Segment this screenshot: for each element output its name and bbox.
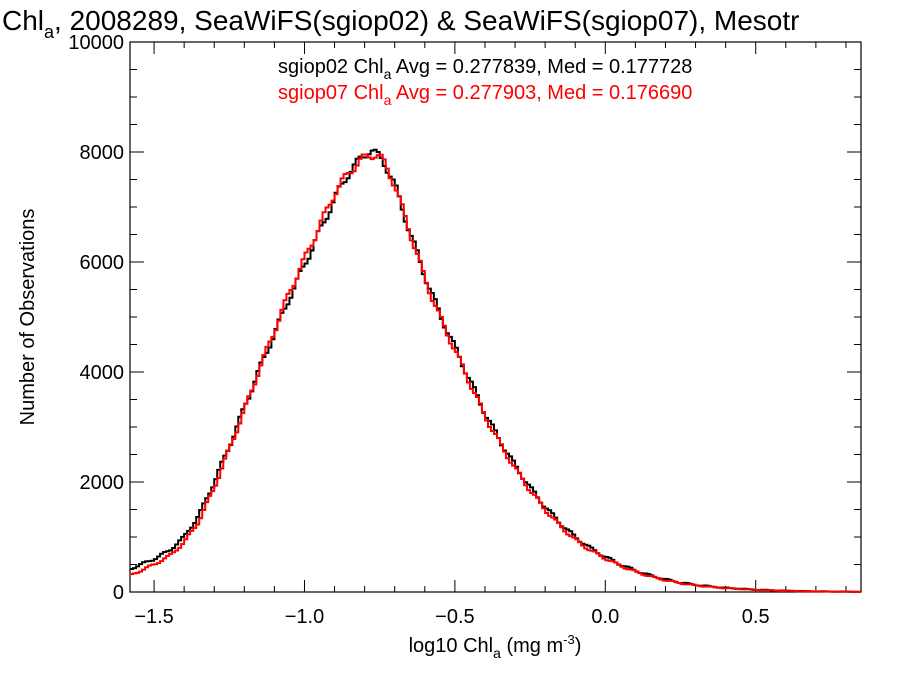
- y-tick-label: 2000: [80, 472, 125, 494]
- axis-ticks: [130, 41, 861, 593]
- plot-frame: [129, 41, 862, 593]
- legend-entry-sgiop02: sgiop02 Chla Avg = 0.277839, Med = 0.177…: [278, 56, 692, 82]
- series-layer: [130, 148, 861, 593]
- y-tick-label: 4000: [80, 362, 125, 384]
- series-line-sgiop02: [130, 148, 861, 593]
- y-tick-label: 6000: [80, 252, 125, 274]
- y-tick-label: 8000: [80, 142, 125, 164]
- legend-entry-sgiop07: sgiop07 Chla Avg = 0.277903, Med = 0.176…: [278, 82, 692, 108]
- x-tick-label: −0.5: [435, 606, 474, 628]
- x-tick-label: −1.0: [285, 606, 324, 628]
- y-axis-label: Number of Observations: [17, 209, 39, 426]
- y-tick-label: 10000: [68, 32, 124, 54]
- series-line-sgiop07: [130, 153, 861, 593]
- x-tick-label: −1.5: [134, 606, 173, 628]
- x-tick-label: 0.5: [742, 606, 770, 628]
- x-tick-label: 0.0: [591, 606, 619, 628]
- axis-tick-labels: −1.5 −1.0 −0.5 0.0 0.5 0 2000 4000 6000 8000 10000: [68, 32, 769, 628]
- chart-title: Chla, 2008289, SeaWiFS(sgiop02) & SeaWiF…: [2, 5, 799, 42]
- x-axis-label: log10 Chla (mg m-3): [409, 632, 582, 661]
- y-tick-label: 0: [113, 582, 124, 604]
